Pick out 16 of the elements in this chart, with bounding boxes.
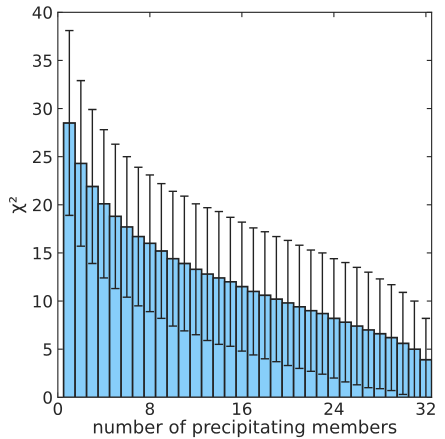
y-tick-label: 0 <box>43 391 52 404</box>
x-axis-title: number of precipitating members <box>94 420 396 438</box>
y-axis-title: χ² <box>9 197 26 214</box>
y-tick-label: 10 <box>34 295 52 308</box>
y-tick-label: 20 <box>33 198 52 212</box>
x-tick-label: 0 <box>54 402 62 416</box>
y-tick-label: 25 <box>33 150 52 164</box>
y-tick-label: 30 <box>33 102 52 116</box>
y-tick-label: 15 <box>34 247 52 260</box>
y-tick-label: 40 <box>32 6 52 19</box>
x-tick-label: 8 <box>146 402 154 416</box>
x-tick-label: 16 <box>233 402 252 416</box>
y-tick-label: 35 <box>33 54 52 67</box>
x-tick-label: 24 <box>324 402 344 415</box>
y-tick-label: 5 <box>44 343 52 356</box>
x-tick-label: 32 <box>416 402 435 416</box>
